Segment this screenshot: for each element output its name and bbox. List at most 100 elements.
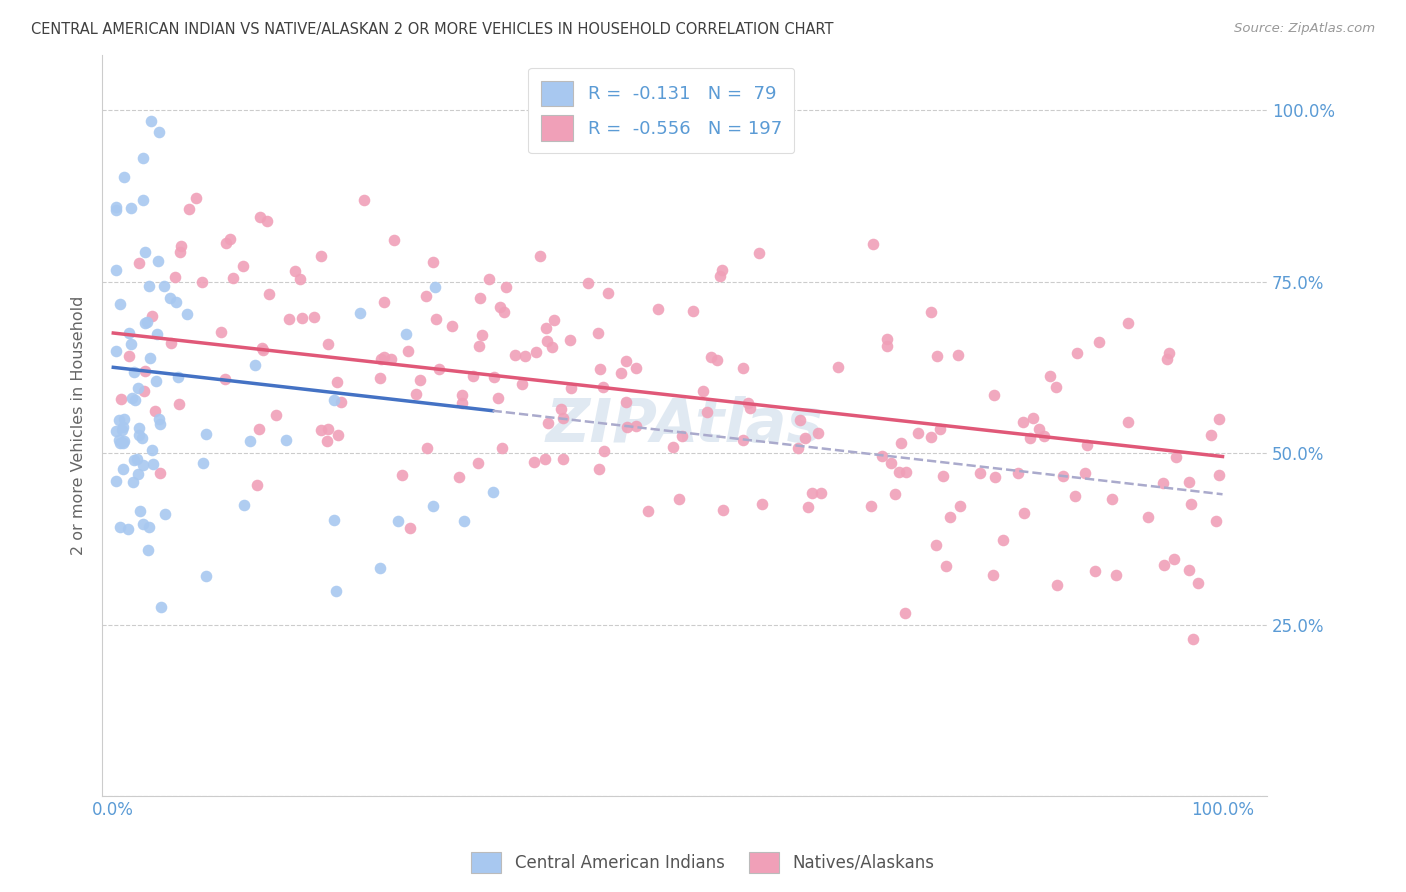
Point [132, 516, 155, 531]
Point [309, 249, 332, 263]
Point [291, 311, 314, 326]
Point [1012, 506, 1035, 520]
Point [692, 384, 714, 398]
Point [170, 239, 193, 253]
Point [1163, 552, 1185, 566]
Point [450, 396, 472, 410]
Point [592, 380, 614, 394]
Point [288, 271, 311, 285]
Point [325, 584, 347, 599]
Point [232, 259, 254, 273]
Point [112, 436, 135, 450]
Point [807, 425, 830, 440]
Point [330, 394, 353, 409]
Point [326, 427, 349, 442]
Point [883, 487, 905, 501]
Text: CENTRAL AMERICAN INDIAN VS NATIVE/ALASKAN 2 OR MORE VEHICLES IN HOUSEHOLD CORREL: CENTRAL AMERICAN INDIAN VS NATIVE/ALASKA… [31, 22, 834, 37]
Point [709, 268, 731, 283]
Point [148, 125, 170, 139]
Point [316, 337, 339, 351]
Point [920, 305, 942, 319]
Point [560, 381, 582, 395]
Point [326, 375, 349, 389]
Point [209, 325, 232, 339]
Point [939, 510, 962, 524]
Point [250, 341, 273, 355]
Point [588, 462, 610, 476]
Point [637, 504, 659, 518]
Point [425, 311, 447, 326]
Point [112, 420, 135, 434]
Point [614, 395, 637, 409]
Point [1084, 564, 1107, 578]
Point [104, 203, 127, 218]
Point [127, 467, 149, 481]
Point [382, 233, 405, 247]
Point [128, 421, 150, 435]
Point [671, 429, 693, 443]
Text: Source: ZipAtlas.com: Source: ZipAtlas.com [1234, 22, 1375, 36]
Point [593, 443, 616, 458]
Point [925, 350, 948, 364]
Point [1074, 466, 1097, 480]
Point [706, 352, 728, 367]
Point [740, 401, 762, 416]
Point [128, 256, 150, 270]
Point [395, 326, 418, 341]
Point [801, 486, 824, 500]
Point [969, 466, 991, 480]
Point [551, 410, 574, 425]
Point [1105, 567, 1128, 582]
Point [616, 419, 638, 434]
Point [117, 522, 139, 536]
Point [471, 327, 494, 342]
Point [322, 392, 344, 407]
Point [416, 442, 439, 456]
Point [167, 397, 190, 411]
Point [879, 457, 901, 471]
Point [122, 453, 145, 467]
Point [928, 422, 950, 436]
Point [165, 294, 187, 309]
Point [1187, 575, 1209, 590]
Point [488, 300, 510, 314]
Point [222, 270, 245, 285]
Point [194, 569, 217, 583]
Point [1116, 416, 1139, 430]
Point [1157, 345, 1180, 359]
Point [134, 316, 156, 330]
Point [143, 404, 166, 418]
Point [534, 321, 557, 335]
Point [1076, 438, 1098, 452]
Point [624, 361, 647, 376]
Point [112, 412, 135, 426]
Point [141, 309, 163, 323]
Legend: Central American Indians, Natives/Alaskans: Central American Indians, Natives/Alaska… [464, 846, 942, 880]
Point [1178, 475, 1201, 489]
Point [284, 263, 307, 277]
Point [1199, 428, 1222, 442]
Point [624, 418, 647, 433]
Point [1182, 632, 1205, 646]
Point [247, 422, 270, 436]
Point [107, 413, 129, 427]
Point [558, 333, 581, 347]
Point [1208, 467, 1230, 482]
Point [589, 362, 612, 376]
Point [138, 543, 160, 558]
Point [524, 345, 547, 359]
Point [399, 521, 422, 535]
Point [494, 304, 516, 318]
Point [513, 349, 536, 363]
Point [481, 484, 503, 499]
Point [1038, 368, 1060, 383]
Point [1136, 510, 1159, 524]
Point [711, 263, 734, 277]
Point [737, 396, 759, 410]
Point [159, 291, 181, 305]
Point [316, 434, 339, 448]
Point [129, 504, 152, 518]
Point [134, 384, 156, 398]
Point [111, 423, 134, 437]
Point [1164, 450, 1187, 464]
